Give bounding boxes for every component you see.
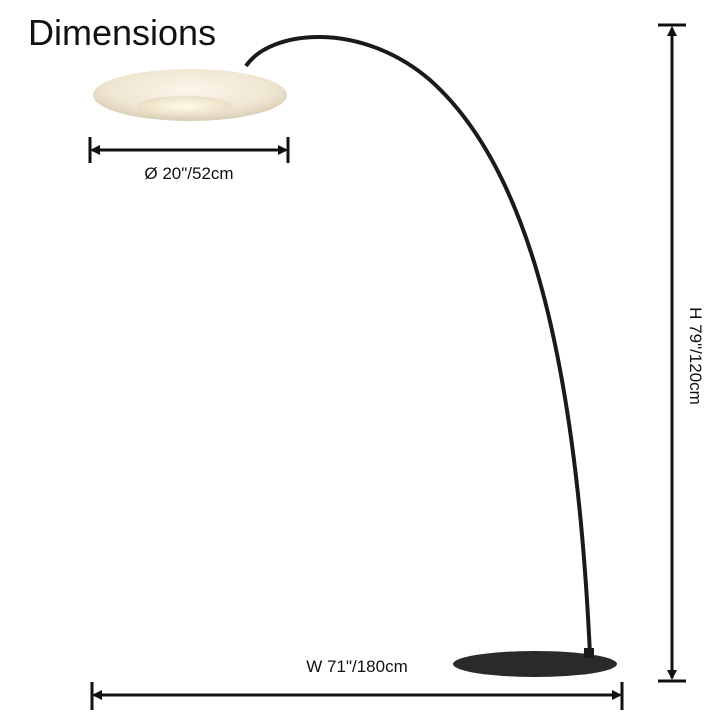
diameter-label: Ø 20"/52cm bbox=[144, 164, 233, 183]
height-label: H 79"/120cm bbox=[686, 307, 705, 405]
width-label: W 71"/180cm bbox=[306, 657, 407, 676]
lamp-arc bbox=[244, 35, 592, 656]
shade-glow bbox=[137, 96, 233, 116]
lamp-base bbox=[453, 651, 617, 677]
title: Dimensions bbox=[28, 12, 216, 53]
base-joint bbox=[584, 648, 594, 658]
